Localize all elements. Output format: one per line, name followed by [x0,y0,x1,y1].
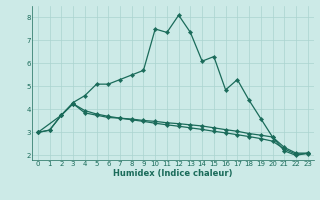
X-axis label: Humidex (Indice chaleur): Humidex (Indice chaleur) [113,169,233,178]
